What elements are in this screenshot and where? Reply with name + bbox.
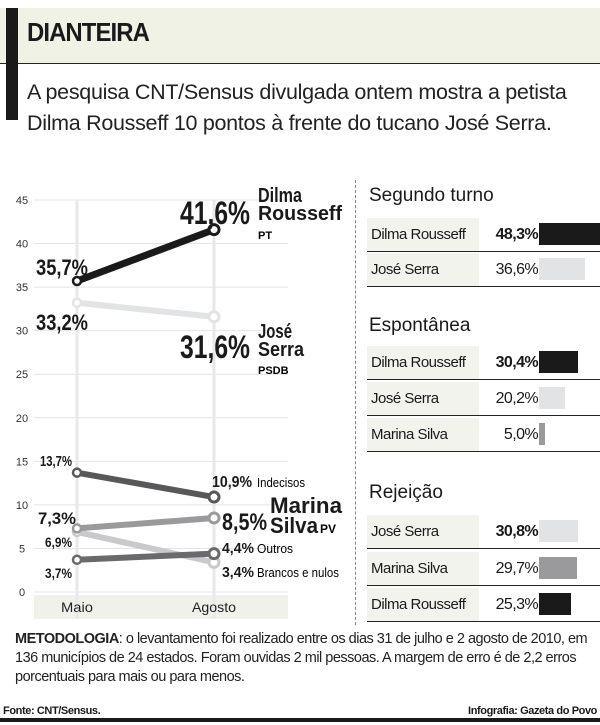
header-accent-bar (6, 8, 18, 120)
bar-row: José Serra 36,6% (367, 253, 600, 287)
row-value: 48,3% (495, 226, 539, 243)
row-label: Marina Silva (367, 418, 479, 451)
data-point (207, 490, 221, 504)
bar (539, 423, 546, 445)
row-value: 20,2% (495, 390, 539, 407)
methodology: METODOLOGIA: o levantamento foi realizad… (15, 630, 595, 687)
footer-rule (0, 718, 600, 722)
bar-row: Dilma Rousseff 48,3% (367, 218, 600, 252)
row-value: 25,3% (495, 596, 539, 613)
y-tick-label: 25 (16, 369, 28, 381)
series-line-1 (74, 299, 217, 320)
bar (539, 258, 586, 280)
series-name-label: Rousseff (258, 203, 342, 225)
data-label: 8,5% (222, 509, 267, 536)
bar-row: Marina Silva 29,7% (367, 552, 600, 586)
y-tick-label: 0 (19, 587, 25, 599)
data-point (71, 467, 83, 478)
series-line-5 (74, 550, 217, 563)
data-label: 10,9% (212, 474, 252, 491)
column-divider (355, 180, 356, 625)
bar-row: José Serra 30,8% (367, 515, 600, 549)
methodology-text: : o levantamento foi realizado entre os … (15, 631, 588, 685)
data-label: 41,6% (180, 195, 250, 231)
row-label: Dilma Rousseff (367, 346, 479, 379)
data-point (207, 223, 221, 237)
data-label: 6,9% (45, 534, 72, 550)
lede-text: A pesquisa CNT/Sensus divulgada ontem mo… (27, 80, 567, 135)
row-label: Marina Silva (367, 552, 479, 585)
data-point (71, 275, 83, 287)
header-band (0, 8, 600, 64)
data-point (207, 511, 221, 525)
row-value: 30,8% (495, 523, 539, 540)
panel-title: Espontânea (369, 315, 471, 336)
page-title: DIANTEIRA (27, 17, 150, 47)
bar-row: Marina Silva 5,0% (367, 418, 600, 452)
party-label: PSDB (258, 365, 289, 377)
row-label: Dilma Rousseff (367, 218, 479, 251)
bar (539, 387, 565, 409)
series-name-label: Dilma (258, 185, 303, 207)
y-tick-label: 10 (16, 500, 28, 512)
source: Fonte: CNT/Sensus. (3, 705, 101, 717)
bar-row: Dilma Rousseff 25,3% (367, 588, 600, 622)
bar (539, 593, 572, 615)
data-label: 7,3% (38, 509, 76, 528)
row-value: 5,0% (503, 426, 539, 443)
data-point (71, 554, 83, 566)
data-label: 4,4% (222, 540, 254, 557)
series-name-label: Brancos e nulos (257, 565, 339, 580)
series-line-0 (73, 226, 218, 285)
y-tick-label: 35 (16, 282, 28, 294)
data-label: 3,7% (45, 565, 72, 581)
row-label: José Serra (367, 382, 479, 415)
data-label: 35,7% (36, 255, 88, 280)
y-tick-label: 30 (16, 326, 28, 338)
series-line-2 (74, 469, 217, 501)
x-tick-label: Agosto (192, 599, 236, 615)
row-value: 29,7% (495, 560, 539, 577)
x-tick-label: Maio (61, 599, 93, 615)
y-tick-label: 5 (19, 543, 25, 555)
bar (539, 351, 578, 373)
data-point (71, 523, 83, 534)
row-value: 36,6% (495, 261, 539, 278)
row-label: José Serra (367, 253, 479, 286)
data-label: 31,6% (180, 329, 250, 365)
methodology-label: METODOLOGIA (15, 631, 119, 647)
data-point (207, 547, 221, 561)
series-line-3 (74, 514, 217, 532)
bar-row: José Serra 20,2% (367, 382, 600, 416)
data-point (207, 310, 221, 324)
y-tick-label: 20 (16, 413, 28, 425)
bar-row: Dilma Rousseff 30,4% (367, 346, 600, 380)
row-label: José Serra (367, 515, 479, 548)
bar (539, 557, 577, 579)
party-label: PV (320, 522, 336, 536)
panel-title: Segundo turno (369, 185, 494, 206)
party-label: PT (258, 230, 272, 242)
bar (539, 520, 579, 542)
row-value: 30,4% (495, 354, 539, 371)
series-name-label: Serra (258, 339, 305, 361)
series-name-label: Outros (257, 541, 293, 556)
series-name-label: Silva (270, 513, 319, 538)
y-tick-label: 40 (16, 239, 28, 251)
y-tick-label: 15 (16, 456, 28, 468)
series-name-label: Marina (270, 493, 343, 518)
bar (539, 223, 600, 245)
data-label: 3,4% (222, 564, 254, 581)
line-chart: 0 5 10 15 20 25 30 35 40 45 Maio Agosto 35,7% 41,6% 33… (16, 185, 343, 619)
series-name-label: José (258, 321, 292, 343)
series-name-label: Indecisos (257, 475, 305, 490)
data-label: 13,7% (40, 453, 72, 470)
y-tick-label: 45 (16, 195, 28, 207)
credit: Infografia: Gazeta do Povo (468, 705, 597, 717)
data-label: 33,2% (36, 310, 88, 335)
row-label: Dilma Rousseff (367, 588, 479, 621)
panel-title: Rejeição (369, 482, 443, 503)
data-point (71, 297, 83, 309)
